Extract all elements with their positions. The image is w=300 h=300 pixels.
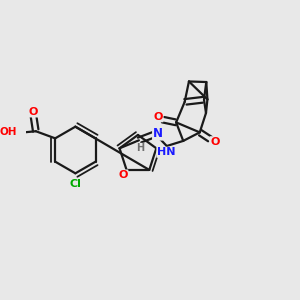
Text: HN: HN <box>157 147 176 157</box>
Text: N: N <box>153 127 163 140</box>
Text: O: O <box>29 107 38 117</box>
Text: O: O <box>210 137 220 147</box>
Text: H: H <box>136 143 144 153</box>
Text: O: O <box>154 112 163 122</box>
Text: OH: OH <box>0 127 17 137</box>
Text: O: O <box>118 170 128 180</box>
Text: Cl: Cl <box>69 179 81 189</box>
